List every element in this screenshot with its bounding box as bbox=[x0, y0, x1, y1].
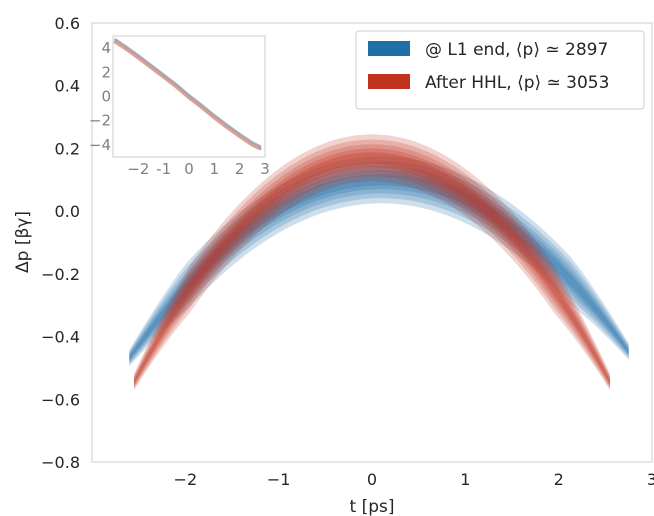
plot-frame bbox=[91, 22, 653, 463]
inset-scatter bbox=[113, 38, 262, 151]
legend-label-l1-end: @ L1 end, ⟨p⟩ ≃ 2897 bbox=[425, 40, 608, 60]
inset-point bbox=[213, 115, 216, 118]
inset-point bbox=[175, 84, 178, 87]
inset-point bbox=[124, 46, 127, 49]
contour-layer bbox=[129, 134, 629, 391]
inset-y-ticks: 4 2 0 −2 −4 bbox=[89, 39, 111, 154]
inset-x-tick-label: 2 bbox=[235, 160, 245, 178]
contour-level bbox=[134, 134, 610, 391]
inset-y-tick-label: −2 bbox=[89, 112, 111, 130]
inset-point bbox=[114, 39, 117, 43]
inset-point bbox=[251, 142, 254, 145]
inset-y-tick-label: −4 bbox=[89, 136, 111, 154]
x-tick-label: 1 bbox=[460, 470, 470, 489]
x-tick-label: −1 bbox=[267, 470, 291, 489]
contour-series-after-hhl bbox=[134, 134, 610, 391]
plot-area bbox=[91, 22, 653, 463]
inset-point bbox=[258, 146, 262, 149]
y-tick-label: 0.6 bbox=[55, 14, 80, 33]
inset-x-tick-label: -1 bbox=[156, 160, 171, 178]
inset-point bbox=[137, 55, 140, 58]
inset-plot: −2 -1 0 1 2 3 420−2−4 bbox=[89, 35, 270, 178]
x-tick-label: 3 bbox=[647, 470, 654, 489]
inset-point bbox=[162, 74, 165, 78]
y-tick-label: −0.4 bbox=[41, 328, 80, 347]
contour-level bbox=[134, 152, 610, 385]
x-axis-ticks: −2 −1 0 1 2 3 bbox=[174, 470, 654, 489]
contour-level bbox=[134, 139, 610, 389]
legend: @ L1 end, ⟨p⟩ ≃ 2897 After HHL, ⟨p⟩ ≃ 30… bbox=[355, 30, 645, 110]
x-tick-label: 0 bbox=[367, 470, 377, 489]
inset-x-ticks: −2 -1 0 1 2 3 bbox=[127, 160, 270, 178]
x-tick-label: −2 bbox=[174, 470, 198, 489]
contour-series-l1-end bbox=[129, 156, 629, 367]
y-axis-label: Δp [βγ] bbox=[13, 211, 33, 273]
y-tick-label: 0.0 bbox=[55, 202, 80, 221]
inset-point bbox=[238, 134, 241, 137]
y-tick-label: 0.2 bbox=[55, 139, 80, 158]
inset-point bbox=[187, 95, 191, 98]
inset-point bbox=[149, 65, 153, 68]
contour-level bbox=[134, 144, 610, 387]
contour-level bbox=[129, 166, 629, 363]
legend-swatch-l1-end bbox=[368, 41, 410, 56]
inset-x-tick-label: 0 bbox=[184, 160, 194, 178]
y-tick-label: −0.8 bbox=[41, 453, 80, 472]
y-tick-label: −0.2 bbox=[41, 265, 80, 284]
y-tick-label: 0.4 bbox=[55, 77, 80, 96]
legend-swatch-after-hhl bbox=[368, 74, 410, 89]
contour-level bbox=[129, 156, 629, 367]
inset-y-tick-label: 4 bbox=[101, 39, 111, 57]
inset-point bbox=[200, 104, 203, 108]
legend-label-after-hhl: After HHL, ⟨p⟩ ≃ 3053 bbox=[425, 73, 609, 93]
x-axis-label: t [ps] bbox=[350, 497, 395, 516]
x-tick-label: 2 bbox=[554, 470, 564, 489]
contour-level bbox=[134, 148, 610, 386]
inset-point bbox=[225, 124, 229, 128]
y-axis-ticks: −0.8 −0.6 −0.4 −0.2 0.0 0.2 0.4 0.6 bbox=[41, 14, 80, 472]
inset-y-tick-label: 2 bbox=[101, 63, 111, 81]
legend-frame bbox=[355, 30, 645, 110]
inset-x-tick-label: −2 bbox=[127, 160, 149, 178]
contour-level bbox=[129, 174, 629, 361]
inset-x-tick-label: 3 bbox=[260, 160, 270, 178]
contour-level bbox=[129, 170, 629, 362]
y-tick-label: −0.6 bbox=[41, 390, 80, 409]
inset-y-tick-label: 0 bbox=[101, 88, 111, 106]
inset-x-tick-label: 1 bbox=[210, 160, 220, 178]
contour-level bbox=[129, 161, 629, 365]
